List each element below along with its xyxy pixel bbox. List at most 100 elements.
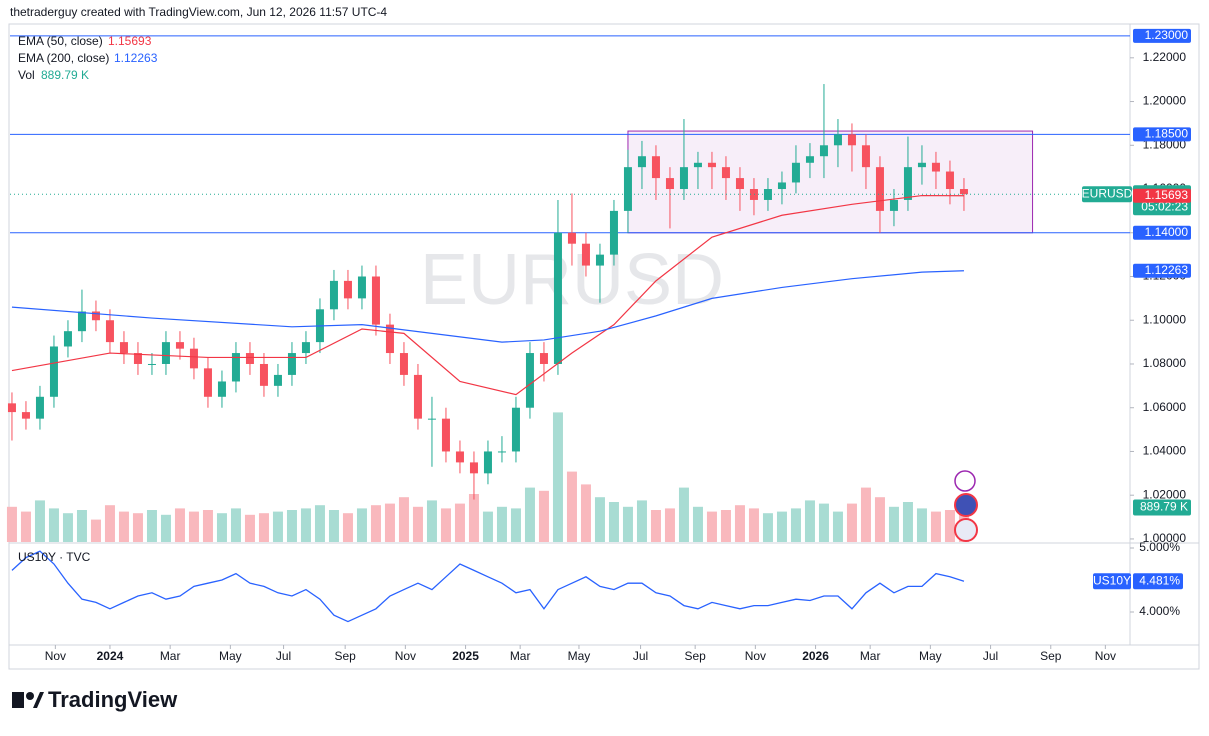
- x-tick-label: 2026: [802, 649, 829, 663]
- logo: [12, 692, 44, 708]
- event-icon[interactable]: [954, 518, 978, 542]
- volume-bar: [538, 490, 549, 542]
- volume-bar: [902, 502, 913, 542]
- x-tick-label: Sep: [334, 649, 356, 663]
- candle-body: [161, 342, 170, 364]
- ema50-label-bg: [1133, 188, 1191, 203]
- volume-bar: [650, 510, 661, 542]
- candle-body: [343, 280, 352, 299]
- volume-bar: [664, 508, 675, 542]
- x-tick-label: Nov: [1095, 649, 1116, 663]
- volume-bar: [916, 508, 927, 542]
- volume-bar: [692, 506, 703, 542]
- candle-body: [259, 363, 268, 386]
- us10y-badge-bg: [1093, 573, 1131, 590]
- volume-bar: [370, 505, 381, 542]
- volume-bar: [384, 503, 395, 542]
- candle-body: [357, 276, 366, 299]
- legend-ema50: EMA (50, close): [18, 34, 103, 48]
- volume-bar: [580, 484, 591, 542]
- volume-bar: [132, 513, 143, 542]
- volume-bar: [454, 503, 465, 542]
- candle-body: [203, 368, 212, 397]
- x-tick-label: Sep: [684, 649, 706, 663]
- candle-body: [413, 374, 422, 419]
- volume-bar: [762, 513, 773, 542]
- candle-body: [609, 210, 618, 255]
- volume-bar: [720, 510, 731, 542]
- candle-body: [889, 199, 898, 211]
- volume-bar: [272, 511, 283, 542]
- candle-body: [455, 451, 464, 463]
- volume-bar: [734, 505, 745, 542]
- candle-body: [119, 342, 128, 354]
- x-tick-label: Jul: [276, 649, 291, 663]
- candle-body: [147, 363, 156, 365]
- volume-bar: [146, 510, 157, 542]
- volume-bar: [804, 500, 815, 542]
- volume-bar: [636, 500, 647, 542]
- x-tick-label: May: [219, 649, 242, 663]
- candle-body: [273, 374, 282, 386]
- volume-bar: [608, 502, 619, 542]
- volume-label-bg: [1133, 499, 1191, 516]
- candle-body: [693, 162, 702, 168]
- candle-body: [105, 320, 114, 343]
- candle-body: [581, 243, 590, 266]
- volume-bar: [930, 511, 941, 542]
- candle-body: [819, 145, 828, 157]
- candle-body: [287, 353, 296, 375]
- volume-bar: [62, 513, 73, 542]
- x-tick-label: Jul: [633, 649, 648, 663]
- candle-body: [329, 280, 338, 310]
- footer-brand: TradingView: [48, 687, 178, 712]
- volume-bar: [118, 511, 129, 542]
- range-box: [627, 130, 1034, 234]
- volume-bar: [888, 506, 899, 542]
- volume-bar: [76, 510, 87, 542]
- x-tick-label: Jul: [983, 649, 998, 663]
- header: thetraderguy created with TradingView.co…: [10, 5, 387, 19]
- x-tick-label: 2025: [452, 649, 479, 663]
- frame: [8, 23, 1200, 670]
- x-tick-label: Mar: [510, 649, 531, 663]
- sub-y-tick-label: 5.000%: [1139, 540, 1180, 554]
- volume-bar: [188, 511, 199, 542]
- candle-body: [21, 412, 30, 419]
- level-label-bg: [1133, 225, 1191, 240]
- volume-bar: [258, 513, 269, 542]
- candle-body: [35, 396, 44, 419]
- volume-bar: [300, 508, 311, 542]
- volume-bar: [314, 505, 325, 542]
- event-icon[interactable]: [954, 470, 976, 492]
- volume-bar: [286, 510, 297, 542]
- volume-bar: [524, 487, 535, 542]
- candle-body: [399, 353, 408, 375]
- volume-bar: [790, 508, 801, 542]
- volume-bar: [818, 503, 829, 542]
- candle-body: [623, 167, 632, 211]
- volume-bar: [216, 513, 227, 542]
- y-tick-label: 1.22000: [1143, 50, 1187, 64]
- candle-body: [245, 353, 254, 364]
- candle-body: [931, 162, 940, 172]
- legend-ema50-value: 1.15693: [108, 34, 152, 48]
- candle-body: [833, 134, 842, 146]
- level-label: 1.23000: [1145, 28, 1189, 42]
- candle-body: [665, 178, 674, 190]
- candle-body: [791, 162, 800, 183]
- candle-body: [721, 167, 730, 179]
- volume-bar: [622, 506, 633, 542]
- x-tick-label: Nov: [745, 649, 766, 663]
- x-tick-label: 2024: [97, 649, 124, 663]
- candle-body: [959, 189, 968, 195]
- volume-bar: [440, 508, 451, 542]
- candle-body: [231, 353, 240, 382]
- candle-body: [63, 331, 72, 347]
- volume-bar: [748, 508, 759, 542]
- level-label-bg: [1133, 127, 1191, 142]
- event-icon[interactable]: [954, 493, 978, 517]
- legend-vol-value: 889.79 K: [41, 68, 89, 82]
- y-tick-label: 1.06000: [1143, 400, 1187, 414]
- plot: 1.00000 1.02000 1.04000 1.06000 1.08000 1.100…: [6, 28, 1191, 663]
